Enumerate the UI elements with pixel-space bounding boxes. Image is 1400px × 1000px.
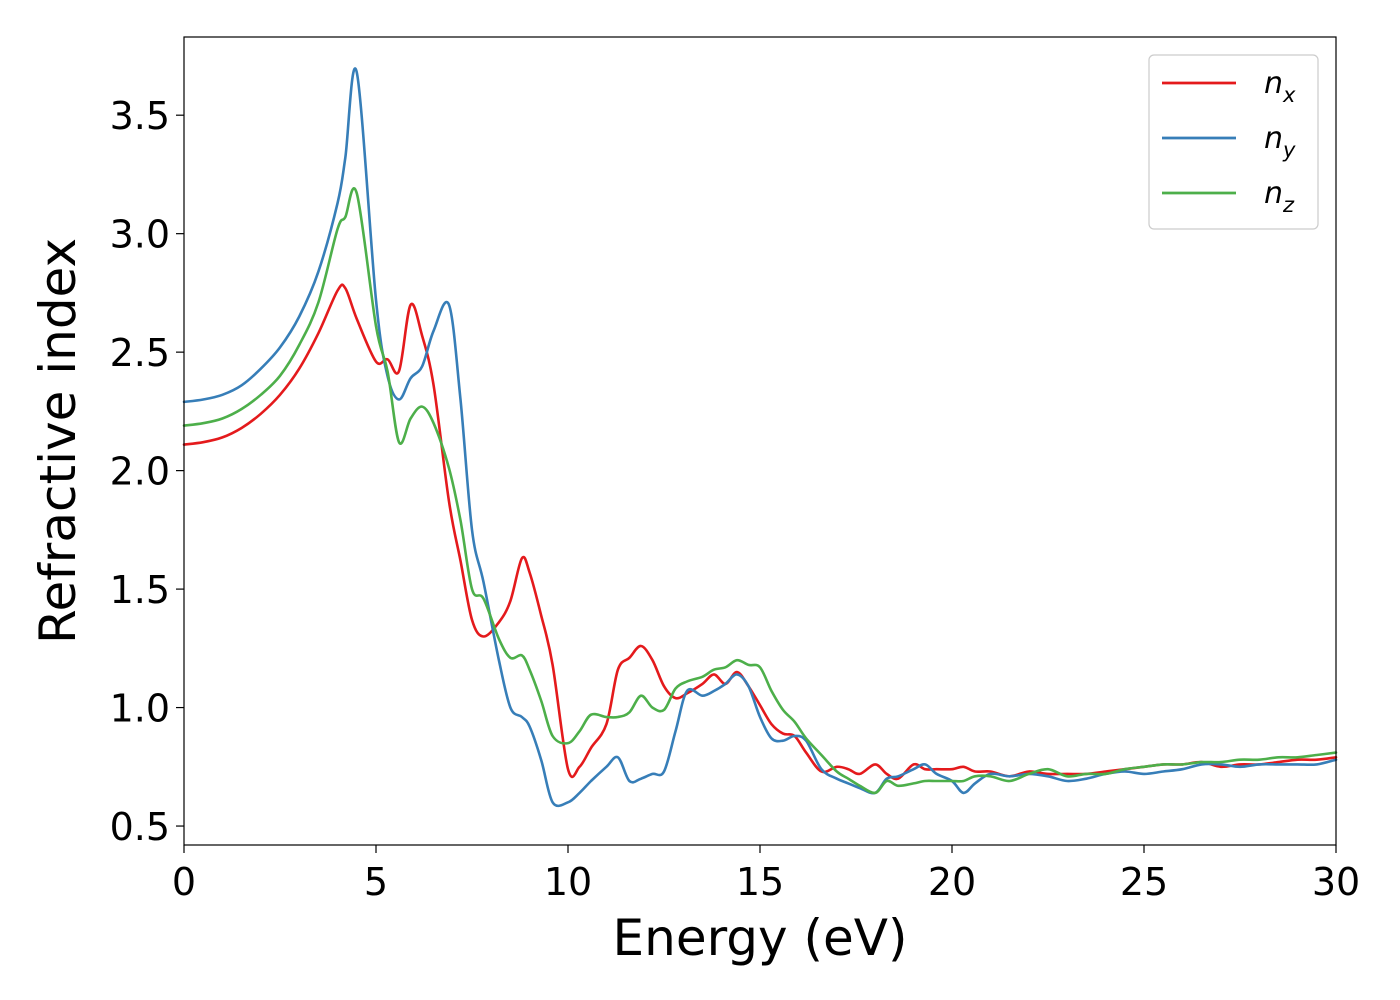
legend-subscript: x	[1282, 83, 1296, 107]
x-tick-label: 30	[1312, 860, 1360, 904]
legend-label-nx: nx	[1264, 66, 1296, 107]
legend-symbol: n	[1264, 66, 1283, 101]
legend-subscript: z	[1282, 193, 1295, 217]
y-axis-label: Refractive index	[29, 238, 87, 644]
y-tick-label: 2.0	[110, 450, 170, 494]
y-tick-label: 0.5	[110, 805, 170, 849]
x-tick-label: 0	[172, 860, 196, 904]
legend-label-ny: ny	[1264, 121, 1296, 162]
x-tick-label: 20	[928, 860, 976, 904]
y-tick-label: 3.5	[110, 94, 170, 138]
y-tick-label: 2.5	[110, 331, 170, 375]
x-tick-label: 15	[736, 860, 784, 904]
series-line-nz	[182, 187, 1338, 795]
legend-label-nz: nz	[1264, 176, 1295, 217]
y-axis-ticks: 0.5 1.0 1.5 2.0 2.5 3.0 3.5	[110, 94, 184, 849]
x-tick-label: 25	[1120, 860, 1168, 904]
plot-lines	[182, 67, 1338, 808]
legend-box	[1148, 54, 1319, 230]
y-tick-label: 1.0	[110, 687, 170, 731]
x-axis-ticks: 0 5 10 15 20 25 30	[172, 845, 1360, 904]
legend-subscript: y	[1282, 138, 1296, 162]
x-axis-label: Energy (eV)	[613, 909, 908, 967]
y-tick-label: 1.5	[110, 568, 170, 612]
y-tick-label: 3.0	[110, 213, 170, 257]
x-tick-label: 5	[364, 860, 388, 904]
x-tick-label: 10	[544, 860, 592, 904]
legend-symbol: n	[1264, 176, 1283, 211]
legend-symbol: n	[1264, 121, 1283, 156]
